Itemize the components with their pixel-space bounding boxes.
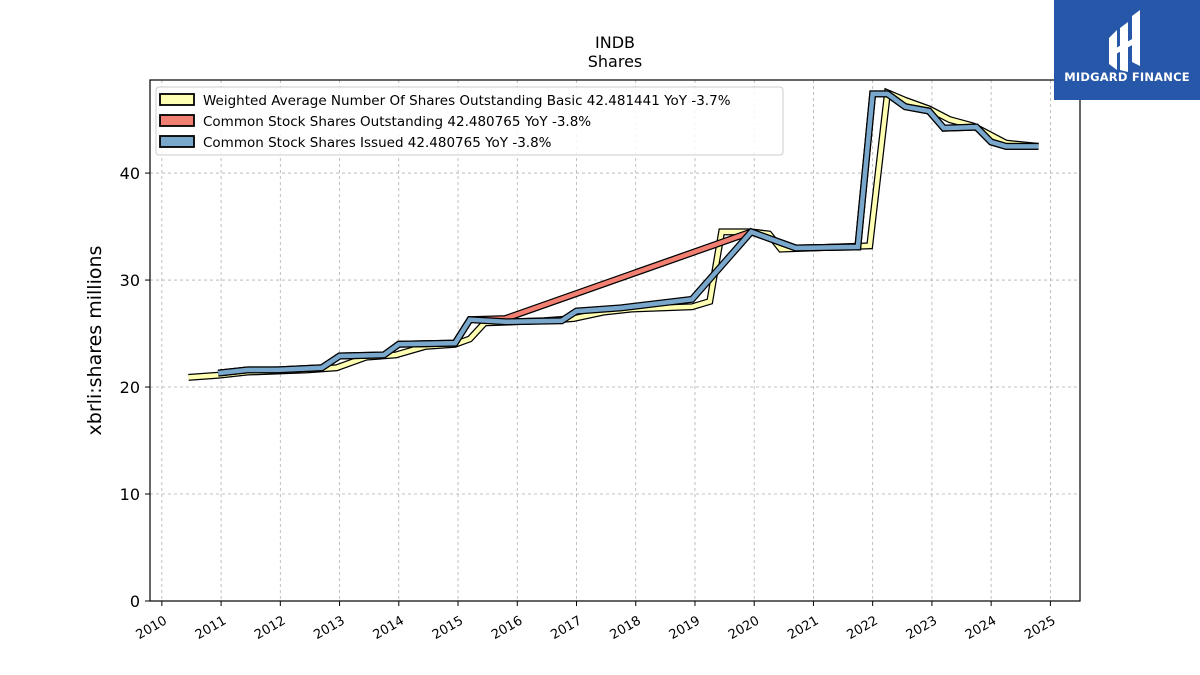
legend-swatch	[159, 93, 195, 106]
y-tick-label: 30	[120, 271, 140, 290]
x-tick-label: 2021	[785, 613, 821, 643]
x-tick-label: 2015	[430, 613, 466, 643]
x-tick-label: 2014	[371, 613, 407, 643]
x-tick-label: 2018	[608, 613, 644, 643]
x-tick-label: 2017	[548, 613, 584, 643]
legend-label: Weighted Average Number Of Shares Outsta…	[203, 93, 731, 109]
x-tick-label: 2023	[904, 613, 940, 643]
x-tick-label: 2024	[963, 613, 999, 643]
chart-subtitle: Shares	[587, 52, 643, 71]
chart-title: INDB	[595, 33, 635, 52]
x-tick-label: 2013	[311, 613, 347, 643]
legend-swatch	[159, 114, 195, 127]
x-tick-label: 2019	[667, 613, 703, 643]
x-tick-label: 2016	[489, 613, 525, 643]
midgard-finance-logo: MIDGARD FINANCE	[1054, 0, 1200, 100]
legend-label: Common Stock Shares Outstanding 42.48076…	[203, 114, 591, 130]
x-tick-label: 2011	[193, 613, 229, 643]
x-tick-label: 2012	[252, 613, 288, 643]
x-tick-label: 2022	[845, 613, 881, 643]
legend: Weighted Average Number Of Shares Outsta…	[155, 86, 784, 156]
x-tick-label: 2010	[134, 613, 170, 643]
y-tick-label: 0	[130, 592, 140, 611]
x-tick-label: 2025	[1022, 613, 1058, 643]
y-tick-label: 40	[120, 164, 140, 183]
plot-frame	[149, 79, 1081, 602]
legend-label: Common Stock Shares Issued 42.480765 YoY…	[203, 135, 552, 151]
y-tick-label: 10	[120, 485, 140, 504]
legend-swatch	[159, 135, 195, 148]
y-axis-label: xbrli:shares millions	[84, 246, 106, 436]
legend-box	[155, 86, 784, 156]
logo-text: MIDGARD FINANCE	[1064, 70, 1190, 84]
x-tick-label: 2020	[726, 613, 762, 643]
series-2-line	[217, 91, 1039, 376]
logo-mark-icon	[1109, 10, 1140, 72]
y-tick-label: 20	[120, 378, 140, 397]
